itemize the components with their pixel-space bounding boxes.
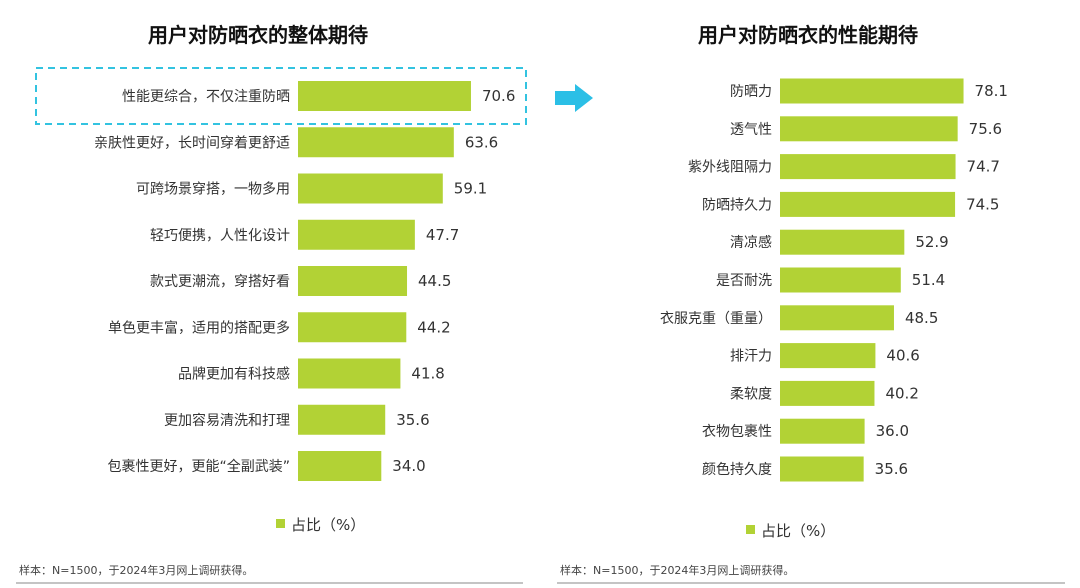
value-label: 44.5 (418, 272, 451, 290)
overall-expectation-chart: 用户对防晒衣的整体期待 性能更综合，不仅注重防晒 70.6 亲肤性更好，长时间穿着更… (16, 23, 527, 584)
legend-swatch (746, 525, 755, 534)
bar (780, 191, 956, 217)
category-label: 是否耐洗 (716, 273, 772, 289)
value-label: 34.0 (392, 457, 425, 475)
bar (780, 78, 964, 104)
value-label: 74.7 (967, 158, 1000, 176)
bar (298, 173, 443, 204)
category-label: 清凉感 (730, 234, 772, 251)
category-label: 颜色持久度 (702, 461, 772, 478)
bar (780, 154, 956, 180)
bar (298, 451, 382, 481)
bar (298, 81, 471, 111)
value-label: 40.6 (886, 347, 919, 365)
category-label: 衣物包裹性 (702, 424, 772, 440)
bar (780, 229, 905, 255)
value-label: 51.4 (912, 271, 945, 289)
bar (298, 266, 408, 296)
bar (780, 305, 894, 331)
chart-title: 用户对防晒衣的整体期待 (148, 23, 368, 47)
bar (780, 267, 901, 293)
value-label: 74.5 (966, 195, 999, 213)
value-label: 44.2 (417, 318, 450, 336)
value-label: 70.6 (482, 87, 515, 105)
category-label: 柔软度 (730, 386, 772, 402)
performance-expectation-chart: 用户对防晒衣的性能期待 防晒力 78.1 透气性 75.6 紫外线阻隔力 74.7 防晒持久… (557, 23, 1065, 584)
value-label: 40.2 (885, 384, 918, 402)
bar (780, 456, 864, 482)
bar-group: 性能更综合，不仅注重防晒 70.6 亲肤性更好，长时间穿着更舒适 63.6 可跨场景穿搭… (35, 67, 527, 481)
category-label: 透气性 (730, 122, 772, 138)
bar-group: 防晒力 78.1 透气性 75.6 紫外线阻隔力 74.7 防晒持久力 74.5 清凉感 52.9… (660, 78, 1008, 482)
category-label: 防晒力 (730, 84, 772, 100)
bar (780, 418, 865, 444)
chart-title: 用户对防晒衣的性能期待 (698, 23, 918, 47)
category-label: 品牌更加有科技感 (178, 366, 290, 383)
bar (298, 404, 386, 435)
arrow-right-icon (555, 84, 593, 112)
highlight-box (35, 67, 527, 125)
value-label: 35.6 (875, 460, 908, 478)
category-label: 亲肤性更好，长时间穿着更舒适 (94, 135, 290, 151)
value-label: 75.6 (969, 120, 1002, 138)
value-label: 41.8 (411, 365, 444, 383)
bar (298, 358, 401, 389)
category-label: 款式更潮流，穿搭好看 (150, 274, 290, 290)
legend-label: 占比（%） (761, 522, 835, 540)
bar (298, 127, 454, 158)
value-label: 63.6 (465, 133, 498, 151)
category-label: 包裹性更好，更能“全副武装” (107, 458, 290, 475)
value-label: 47.7 (426, 226, 459, 244)
category-label: 单色更丰富，适用的搭配更多 (108, 319, 290, 336)
sample-note: 样本：N=1500，于2024年3月网上调研获得。 (560, 563, 794, 577)
category-label: 排汗力 (730, 349, 772, 365)
legend-label: 占比（%） (291, 516, 365, 534)
sample-note: 样本：N=1500，于2024年3月网上调研获得。 (19, 563, 253, 577)
category-label: 更加容易清洗和打理 (164, 412, 290, 429)
value-label: 78.1 (975, 82, 1008, 100)
category-label: 衣服克重（重量） (660, 311, 772, 327)
category-label: 性能更综合，不仅注重防晒 (122, 89, 290, 105)
value-label: 59.1 (454, 180, 487, 198)
value-label: 35.6 (396, 411, 429, 429)
bar (298, 219, 415, 250)
category-label: 防晒持久力 (702, 197, 772, 213)
category-label: 可跨场景穿搭，一物多用 (136, 181, 290, 198)
value-label: 48.5 (905, 309, 938, 327)
legend-swatch (276, 519, 285, 528)
bar (780, 380, 875, 406)
category-label: 轻巧便携，人性化设计 (150, 228, 290, 244)
bar (780, 343, 876, 369)
bar (298, 312, 407, 343)
category-label: 紫外线阻隔力 (688, 160, 772, 176)
value-label: 52.9 (915, 233, 948, 251)
bar (780, 116, 958, 142)
value-label: 36.0 (876, 422, 909, 440)
